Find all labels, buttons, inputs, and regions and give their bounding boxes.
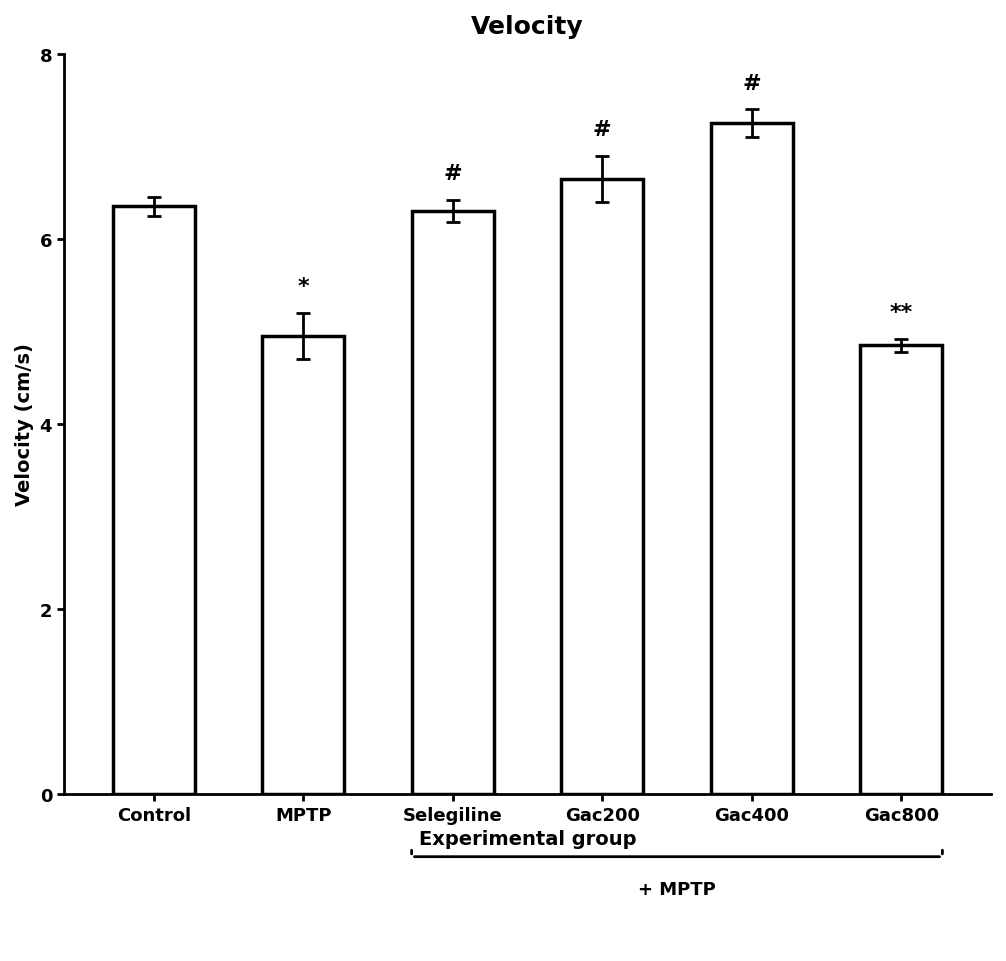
Text: #: # — [742, 74, 762, 93]
Text: + MPTP: + MPTP — [638, 880, 716, 898]
Bar — [411, 211, 494, 794]
Y-axis label: Velocity (cm/s): Velocity (cm/s) — [15, 343, 34, 505]
Title: Velocity: Velocity — [471, 15, 583, 39]
Bar — [561, 180, 644, 794]
Bar — [860, 346, 943, 794]
X-axis label: Experimental group: Experimental group — [418, 829, 636, 849]
Text: *: * — [298, 277, 309, 297]
Bar — [710, 124, 793, 794]
Text: #: # — [593, 120, 612, 139]
Bar — [113, 208, 195, 794]
Text: #: # — [444, 164, 462, 185]
Text: **: ** — [889, 303, 912, 323]
Bar — [263, 336, 344, 794]
